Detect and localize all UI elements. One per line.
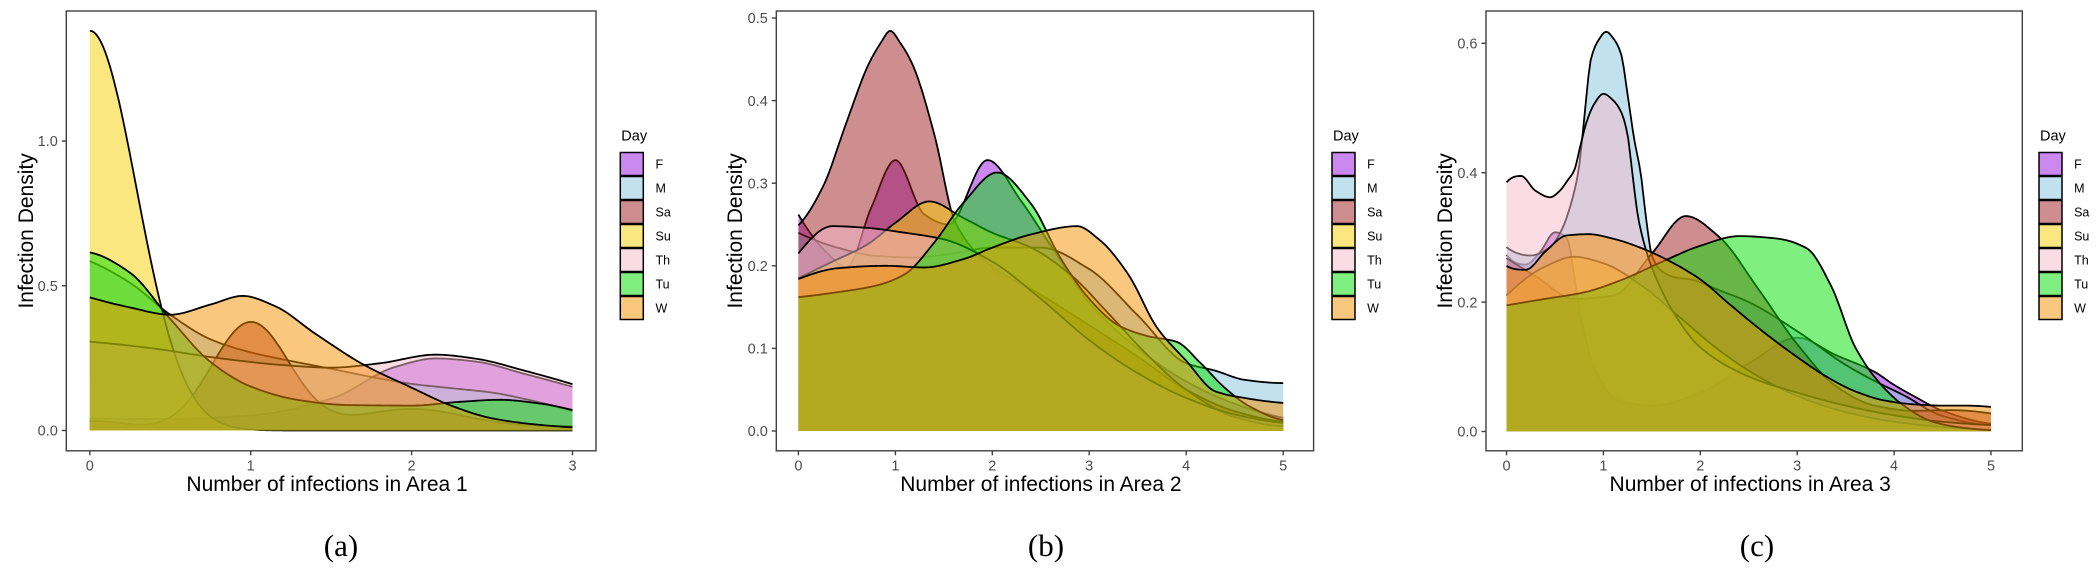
svg-text:2: 2	[988, 458, 996, 474]
svg-text:Infection Density: Infection Density	[1434, 153, 1457, 309]
svg-text:(a): (a)	[324, 528, 358, 563]
svg-text:0.0: 0.0	[748, 424, 768, 440]
svg-text:M: M	[656, 181, 666, 195]
svg-text:0.2: 0.2	[1457, 295, 1477, 311]
svg-text:Tu: Tu	[1367, 277, 1381, 291]
svg-text:W: W	[2074, 301, 2086, 315]
svg-text:Tu: Tu	[2074, 277, 2088, 291]
svg-text:Su: Su	[656, 229, 671, 243]
svg-text:Sa: Sa	[2074, 205, 2089, 219]
svg-text:5: 5	[1987, 458, 1995, 474]
svg-text:Day: Day	[621, 129, 648, 145]
svg-text:Su: Su	[2074, 229, 2089, 243]
svg-text:Sa: Sa	[656, 205, 671, 219]
svg-text:Th: Th	[2074, 253, 2089, 267]
svg-text:3: 3	[568, 458, 576, 474]
svg-text:1: 1	[891, 458, 899, 474]
svg-text:Su: Su	[1367, 229, 1382, 243]
svg-text:Th: Th	[1367, 253, 1382, 267]
svg-text:0: 0	[86, 458, 94, 474]
svg-text:0: 0	[1502, 458, 1510, 474]
svg-text:Number of infections in Area 2: Number of infections in Area 2	[900, 473, 1181, 496]
svg-text:3: 3	[1793, 458, 1801, 474]
svg-text:Day: Day	[2040, 129, 2067, 145]
svg-text:0.2: 0.2	[748, 259, 768, 275]
svg-text:0.4: 0.4	[748, 94, 768, 110]
svg-text:0.0: 0.0	[38, 424, 58, 440]
svg-text:M: M	[1367, 181, 1377, 195]
svg-text:4: 4	[1182, 458, 1190, 474]
svg-text:F: F	[2074, 157, 2082, 171]
svg-text:4: 4	[1890, 458, 1898, 474]
svg-text:1: 1	[247, 458, 255, 474]
svg-text:W: W	[656, 301, 668, 315]
svg-text:(b): (b)	[1028, 528, 1064, 563]
svg-text:1.0: 1.0	[38, 134, 58, 150]
svg-text:Infection Density: Infection Density	[15, 153, 38, 309]
svg-text:Sa: Sa	[1367, 205, 1382, 219]
svg-text:0.4: 0.4	[1457, 166, 1477, 182]
svg-text:0.1: 0.1	[748, 342, 768, 358]
svg-text:W: W	[1367, 301, 1379, 315]
svg-text:Number of infections in Area 3: Number of infections in Area 3	[1610, 473, 1891, 496]
svg-text:0.5: 0.5	[38, 279, 58, 295]
svg-text:Tu: Tu	[656, 277, 670, 291]
svg-text:3: 3	[1085, 458, 1093, 474]
svg-text:0.3: 0.3	[748, 176, 768, 192]
svg-text:Day: Day	[1333, 129, 1360, 145]
svg-text:F: F	[656, 157, 664, 171]
svg-text:0.5: 0.5	[748, 11, 768, 27]
svg-text:0.0: 0.0	[1457, 425, 1477, 441]
svg-text:(c): (c)	[1740, 528, 1774, 563]
svg-text:Number of infections in Area 1: Number of infections in Area 1	[186, 473, 467, 496]
svg-text:2: 2	[1696, 458, 1704, 474]
svg-text:2: 2	[408, 458, 416, 474]
svg-text:Infection Density: Infection Density	[724, 153, 747, 309]
svg-text:M: M	[2074, 181, 2084, 195]
svg-text:0.6: 0.6	[1457, 37, 1477, 53]
svg-text:0: 0	[794, 458, 802, 474]
svg-text:5: 5	[1279, 458, 1287, 474]
svg-text:F: F	[1367, 157, 1375, 171]
svg-text:1: 1	[1599, 458, 1607, 474]
svg-text:Th: Th	[656, 253, 671, 267]
